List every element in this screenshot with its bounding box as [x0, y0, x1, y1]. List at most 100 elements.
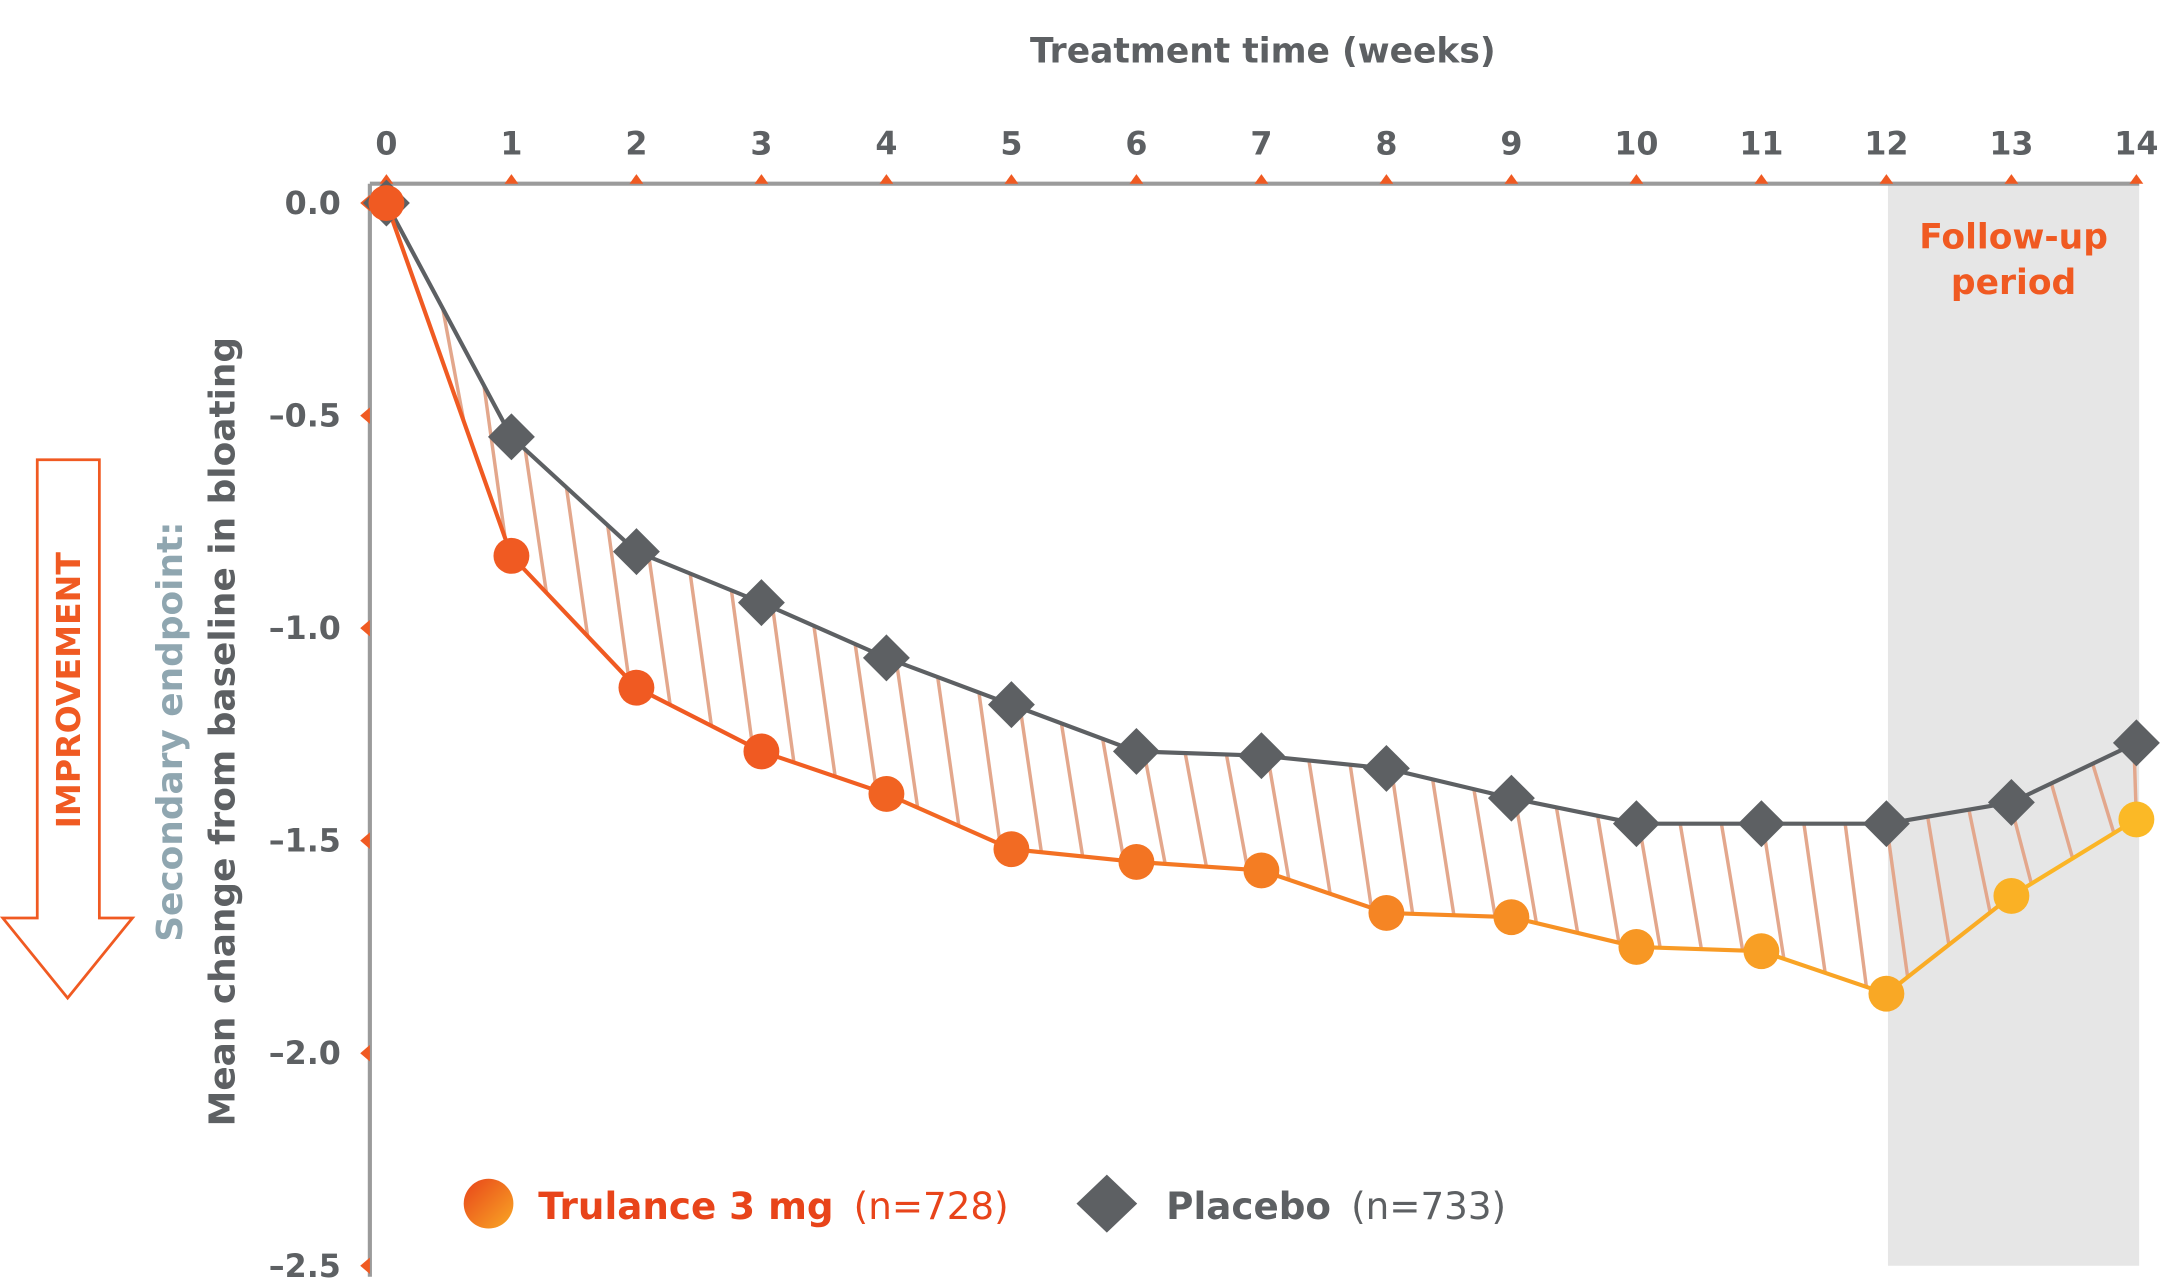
placebo-point: [1987, 778, 2035, 826]
hatch-line: [1760, 823, 1786, 960]
x-tick-mark: [1754, 174, 1769, 184]
x-tick-label: 10: [1614, 127, 1658, 163]
legend-placebo-name: Placebo: [1166, 1184, 1331, 1228]
hatch-line: [1678, 823, 1704, 950]
placebo-point: [1237, 732, 1285, 780]
trulance-point: [1618, 928, 1655, 965]
trulance-point: [1993, 877, 2030, 914]
placebo-line-segment: [384, 202, 514, 438]
hatch-line: [1100, 738, 1126, 861]
follow-up-label-2: period: [1951, 263, 2076, 303]
y-tick-label: 0.0: [285, 186, 341, 222]
y-tick-label: –1.5: [269, 824, 341, 860]
placebo-line-segment: [885, 655, 1013, 707]
placebo-line-segment: [635, 549, 763, 605]
x-tick-label: 2: [625, 127, 647, 163]
hatch-line: [1224, 754, 1250, 870]
placebo-point: [1612, 800, 1660, 848]
placebo-line-segment: [1886, 800, 2012, 826]
legend-trulance-n: (n=728): [854, 1184, 1009, 1228]
hatch-line: [1018, 707, 1044, 853]
placebo-point: [1362, 744, 1410, 792]
follow-up-region: [1887, 183, 2140, 1266]
placebo-line-segment: [1385, 766, 1512, 801]
placebo-line-segment: [510, 435, 638, 554]
x-tick-mark: [2004, 174, 2019, 184]
x-tick-mark: [379, 174, 394, 184]
hatch-line: [770, 607, 796, 763]
y-axis-title-secondary: Secondary endpoint:: [150, 521, 191, 941]
placebo-point: [862, 634, 910, 682]
placebo-line-segment: [2010, 741, 2138, 805]
y-tick-mark: [360, 832, 370, 849]
x-tick-label: 3: [750, 127, 772, 163]
x-tick-mark: [1254, 174, 1269, 184]
y-tick-label: –0.5: [269, 399, 341, 435]
legend-placebo: Placebo (n=733): [1166, 1184, 1506, 1228]
trulance-line-segment: [1260, 868, 1388, 915]
trulance-line-segment: [1136, 859, 1262, 873]
trulance-line-segment: [1885, 894, 2013, 996]
hatch-line: [482, 385, 507, 539]
placebo-line-segment: [760, 600, 888, 660]
x-tick-label: 4: [875, 127, 897, 163]
legend-placebo-n: (n=733): [1351, 1184, 1506, 1228]
trulance-line-segment: [2010, 817, 2138, 898]
trulance-point: [868, 775, 905, 812]
hatch-line: [2049, 782, 2075, 859]
y-tick-mark: [360, 1044, 370, 1062]
legend-placebo-marker: [1076, 1174, 1138, 1233]
x-tick-mark: [754, 174, 769, 184]
hatch-line: [1802, 823, 1827, 974]
hatch-line: [1142, 751, 1167, 865]
hatch-line: [440, 307, 466, 423]
trulance-line-segment: [635, 685, 763, 754]
trulance-point: [618, 669, 655, 706]
placebo-point: [1737, 800, 1785, 848]
placebo-line-segment: [1510, 796, 1637, 826]
trulance-point: [1868, 975, 1905, 1012]
x-tick-label: 9: [1500, 127, 1522, 163]
legend: Trulance 3 mg (n=728) Placebo (n=733): [463, 1174, 1506, 1233]
placebo-point: [987, 681, 1035, 729]
x-tick-label: 14: [2114, 127, 2158, 163]
y-tick-label: –2.0: [269, 1036, 341, 1072]
x-tick-mark: [1129, 174, 1144, 184]
placebo-point: [1862, 800, 1910, 848]
hatch-line: [1430, 779, 1456, 916]
placebo-point: [1112, 727, 1160, 775]
trulance-line-segment: [509, 554, 638, 690]
trulance-point: [993, 831, 1030, 868]
x-tick-mark: [1879, 174, 1894, 184]
hatch-line: [1884, 823, 1910, 978]
legend-trulance-name: Trulance 3 mg: [538, 1184, 833, 1228]
x-tick-label: 5: [1000, 127, 1022, 163]
trulance-line-segment: [1386, 910, 1512, 920]
trulance-line-segment: [885, 792, 1013, 852]
x-tick-mark: [629, 174, 644, 184]
x-tick-mark: [1379, 174, 1394, 184]
improvement-arrow-icon: [0, 458, 136, 1001]
trulance-point: [1368, 894, 1405, 931]
trulance-point: [2118, 801, 2155, 838]
hatch-line: [1967, 809, 1992, 913]
x-tick-mark: [1629, 174, 1644, 184]
hatch-line: [1843, 823, 1869, 988]
y-tick-mark: [360, 407, 370, 424]
placebo-point: [612, 528, 660, 576]
hatch-line: [894, 661, 920, 808]
trulance-point: [1243, 852, 1280, 889]
hatch-line: [977, 692, 1002, 845]
x-tick-mark: [2129, 174, 2144, 184]
hatch-line: [1183, 752, 1209, 867]
trulance-line-segment: [1760, 949, 1888, 996]
x-tick-label: 7: [1250, 127, 1272, 163]
trulance-line-segment: [1011, 847, 1137, 864]
placebo-line-segment: [1010, 702, 1138, 754]
x-tick-label: 6: [1125, 127, 1147, 163]
x-axis-title: Treatment time (weeks): [1030, 31, 1496, 71]
hatch-line: [729, 590, 755, 748]
y-tick-label: –2.5: [269, 1249, 341, 1285]
hatch-line: [564, 487, 590, 637]
